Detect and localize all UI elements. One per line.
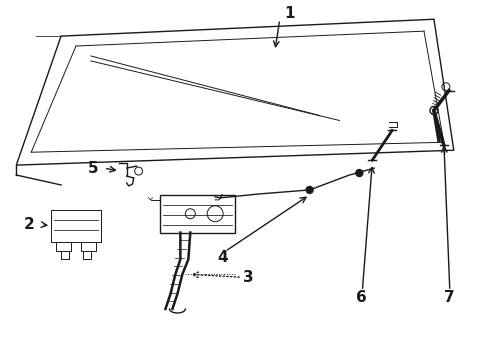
Text: 5: 5 xyxy=(88,161,98,176)
Text: 4: 4 xyxy=(217,250,227,265)
Text: 2: 2 xyxy=(24,217,35,232)
Text: 1: 1 xyxy=(285,6,295,21)
Text: 6: 6 xyxy=(356,289,367,305)
Circle shape xyxy=(306,186,313,193)
Circle shape xyxy=(356,170,363,176)
Text: 7: 7 xyxy=(443,289,454,305)
Circle shape xyxy=(430,107,438,114)
Text: 3: 3 xyxy=(243,270,253,285)
